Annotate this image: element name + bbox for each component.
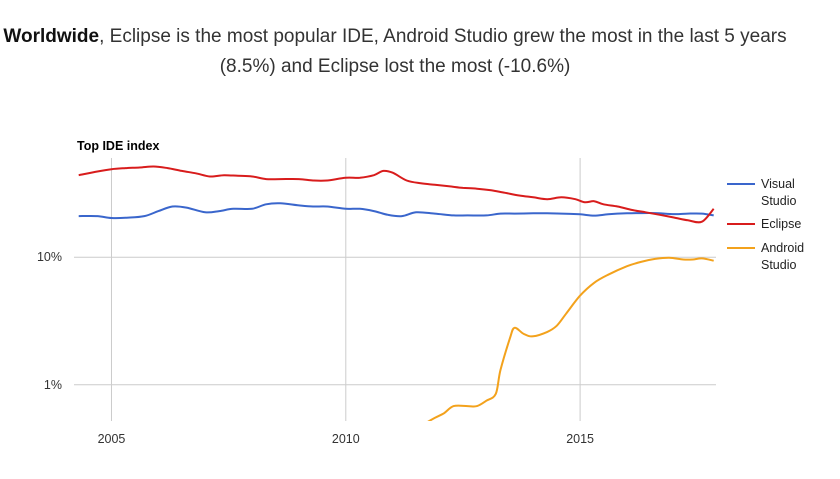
legend-label: Visual Studio (761, 177, 797, 208)
legend-swatch (727, 183, 755, 185)
legend-label: Eclipse (761, 217, 802, 231)
x-tick-label: 2005 (98, 432, 126, 446)
series-line-android-studio (427, 256, 714, 421)
legend-swatch (727, 223, 755, 225)
headline-rest: , Eclipse is the most popular IDE, Andro… (99, 26, 787, 77)
series-line-eclipse (78, 165, 715, 224)
y-tick-label: 10% (37, 250, 62, 264)
x-tick-label: 2015 (566, 432, 594, 446)
legend-label: Android Studio (761, 241, 805, 272)
legend-swatch (727, 247, 755, 249)
chart-headline: Worldwide, Eclipse is the most popular I… (0, 22, 790, 82)
chart-title: Top IDE index (77, 139, 160, 153)
y-tick-label: 1% (44, 378, 62, 392)
x-tick-label: 2010 (332, 432, 360, 446)
headline-bold: Worldwide (3, 26, 100, 47)
series-line-visual-studio (78, 202, 714, 220)
